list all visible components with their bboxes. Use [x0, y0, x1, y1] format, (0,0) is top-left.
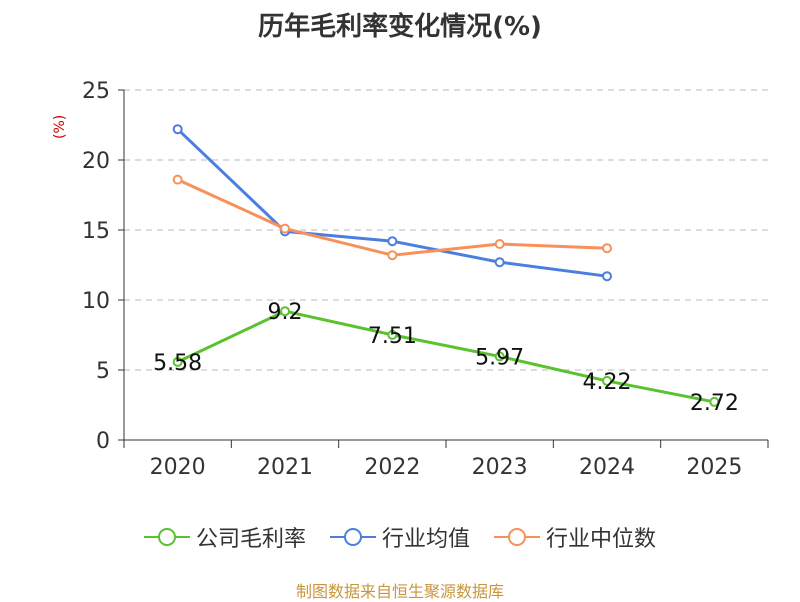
y-tick-label: 20 — [82, 149, 110, 174]
data-point — [709, 396, 720, 407]
legend-label: 行业均值 — [381, 527, 470, 552]
x-tick-label: 2022 — [364, 455, 420, 480]
x-tick-label: 2024 — [579, 455, 635, 480]
data-point — [280, 306, 290, 317]
data-point — [172, 124, 183, 135]
data-label: 9.2 — [268, 300, 303, 325]
y-tick-label: 25 — [82, 79, 110, 104]
legend-line-circle-icon — [143, 528, 190, 546]
y-tick-label: 15 — [82, 219, 110, 244]
x-tick-label: 2025 — [686, 455, 742, 480]
legend-line-circle-icon — [494, 528, 540, 546]
data-point — [494, 239, 505, 249]
legend-line-circle-icon — [329, 528, 376, 546]
data-point — [280, 223, 290, 234]
data-point — [494, 257, 505, 268]
chart-legend: 公司毛利率 行业均值 行业中位数 — [0, 520, 800, 554]
y-tick-label: 10 — [82, 289, 110, 314]
data-label: 2.72 — [690, 391, 739, 416]
data-point — [387, 329, 398, 340]
legend-item-industry-median[interactable]: 行业中位数 — [494, 521, 656, 553]
x-tick-label: 2023 — [472, 455, 528, 480]
legend-item-industry-mean[interactable]: 行业均值 — [329, 521, 470, 553]
data-point — [602, 375, 612, 386]
y-tick-label: 0 — [96, 429, 110, 454]
legend-label: 行业中位数 — [546, 527, 657, 552]
source-note: 制图数据来自恒生聚源数据库 — [295, 582, 504, 601]
data-point — [494, 351, 505, 362]
chart-title: 历年毛利率变化情况(%) — [258, 12, 542, 42]
data-point — [387, 250, 398, 261]
x-tick-label: 2020 — [150, 455, 206, 480]
x-tick-label: 2021 — [257, 455, 313, 480]
legend-label: 公司毛利率 — [195, 527, 306, 552]
data-label: 4.22 — [583, 370, 632, 395]
data-label: 5.97 — [475, 345, 524, 370]
data-point — [172, 174, 183, 185]
data-point — [602, 271, 612, 282]
data-label: 7.51 — [368, 324, 417, 349]
data-point — [172, 356, 183, 367]
data-point — [387, 236, 398, 247]
data-label: 5.58 — [153, 351, 202, 376]
series-line — [177, 309, 715, 404]
y-tick-label: 5 — [96, 359, 110, 384]
legend-item-company-margin[interactable]: 公司毛利率 — [143, 521, 306, 553]
data-point — [602, 243, 612, 254]
